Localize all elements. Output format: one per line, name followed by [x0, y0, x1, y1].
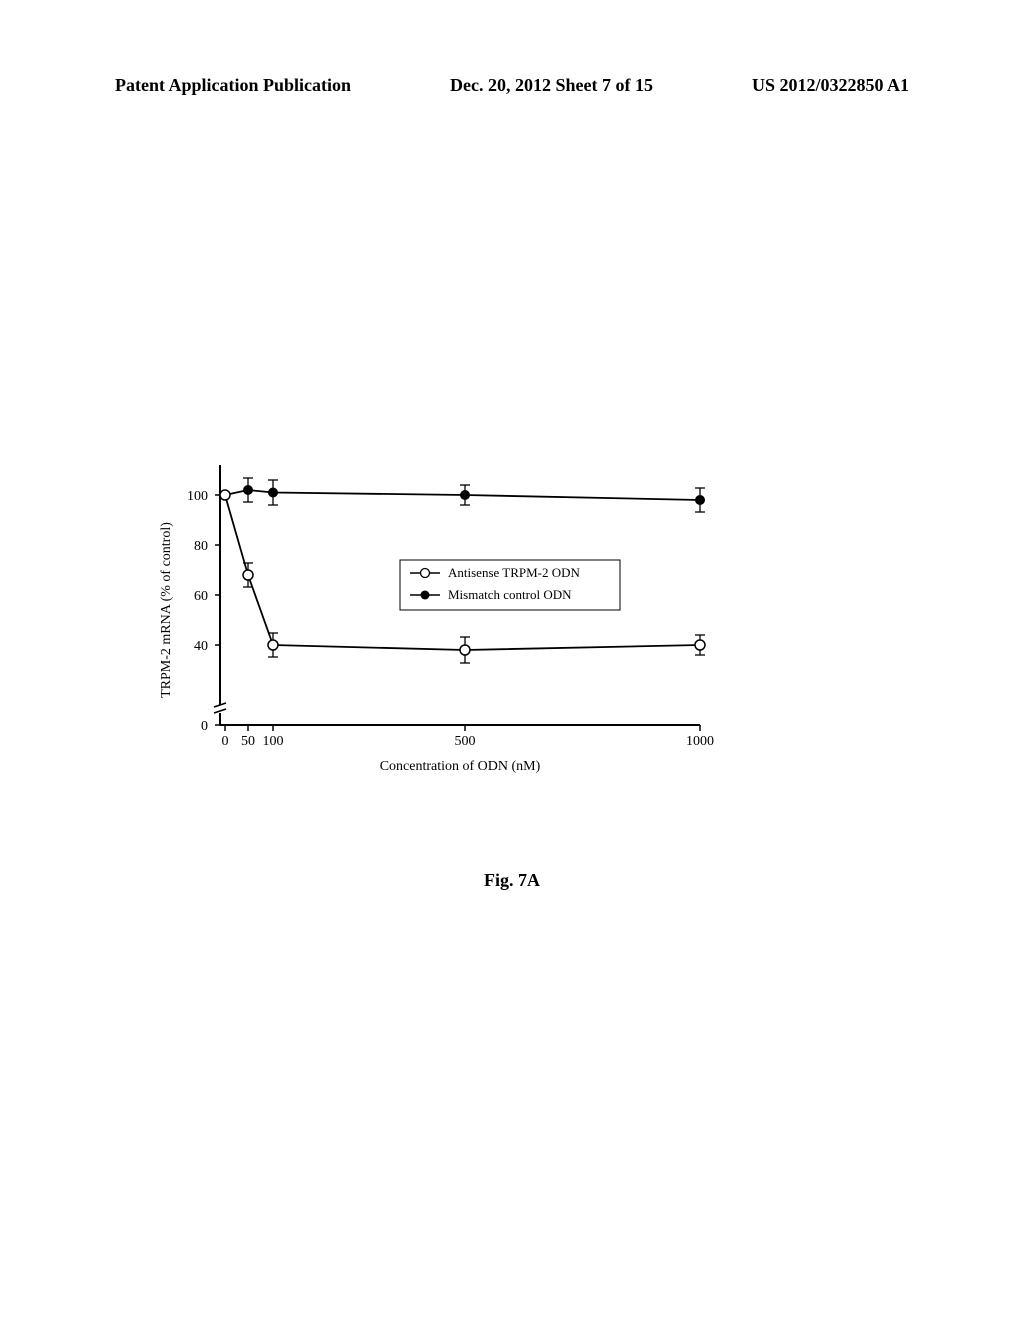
axis-break [214, 709, 226, 713]
x-tick-label: 1000 [686, 734, 714, 749]
y-tick-label: 80 [194, 539, 208, 554]
legend-mismatch-marker [421, 591, 430, 600]
figure-label: Fig. 7A [0, 870, 1024, 891]
legend-mismatch-label: Mismatch control ODN [448, 587, 572, 602]
y-axis-label: TRPM-2 mRNA (% of control) [159, 522, 174, 698]
chart-svg: 0 40 60 80 100 0 50 100 500 1000 TRPM-2 … [140, 445, 740, 795]
x-tick-label: 50 [241, 734, 255, 749]
antisense-marker [695, 640, 705, 650]
antisense-marker [268, 640, 278, 650]
mismatch-marker [243, 485, 253, 495]
mismatch-marker [460, 490, 470, 500]
x-axis-label: Concentration of ODN (nM) [380, 759, 541, 774]
mismatch-marker [695, 495, 705, 505]
mismatch-marker [268, 488, 278, 498]
chart-container: 0 40 60 80 100 0 50 100 500 1000 TRPM-2 … [140, 445, 740, 795]
y-tick-label: 60 [194, 589, 208, 604]
header-left: Patent Application Publication [115, 75, 351, 96]
header-right: US 2012/0322850 A1 [752, 75, 909, 96]
antisense-marker [243, 570, 253, 580]
page-header: Patent Application Publication Dec. 20, … [0, 75, 1024, 96]
antisense-marker [220, 490, 230, 500]
antisense-marker [460, 645, 470, 655]
legend-antisense-label: Antisense TRPM-2 ODN [448, 565, 581, 580]
header-center: Dec. 20, 2012 Sheet 7 of 15 [450, 75, 653, 96]
x-tick-label: 500 [455, 734, 476, 749]
y-tick-label: 40 [194, 639, 208, 654]
y-tick-label: 0 [201, 719, 208, 734]
x-tick-label: 100 [263, 734, 284, 749]
legend-antisense-marker [421, 569, 430, 578]
y-tick-label: 100 [187, 489, 208, 504]
x-tick-label: 0 [222, 734, 229, 749]
